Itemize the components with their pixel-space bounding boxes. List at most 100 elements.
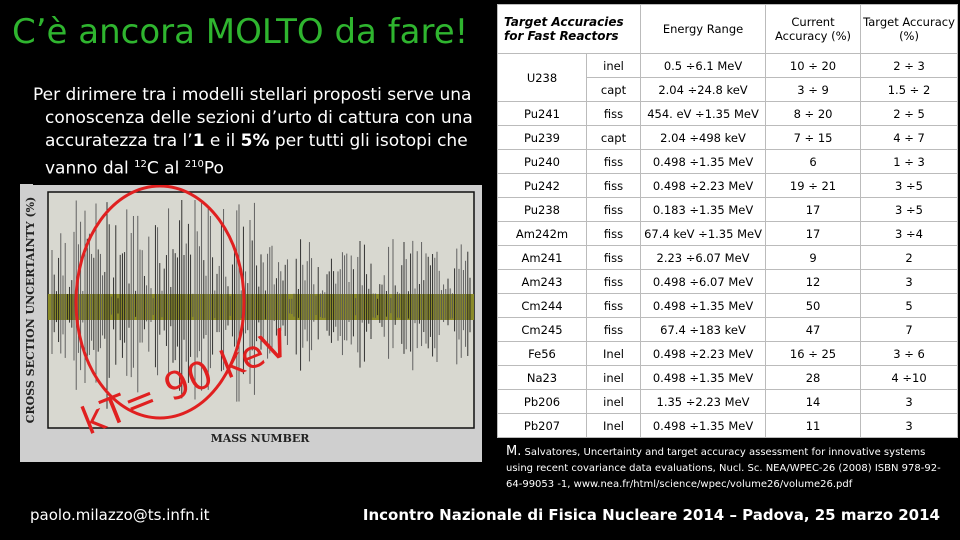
table-cell: inel bbox=[585, 389, 642, 414]
plot-image: CROSS SECTION UNCERTAINTY (%) MASS NUMBE… bbox=[20, 184, 482, 462]
table-cell: 17 bbox=[765, 221, 862, 246]
table-cell: 47 bbox=[765, 317, 862, 342]
bars bbox=[51, 199, 471, 409]
text: per tutti gli isotopi che vanno dal bbox=[45, 131, 468, 179]
table-cell: inel bbox=[585, 365, 642, 390]
table-cell: 67.4 keV ÷1.35 MeV bbox=[640, 221, 767, 246]
table-cell: 0.498 ÷2.23 MeV bbox=[640, 341, 767, 366]
table-cell: 2.04 ÷24.8 keV bbox=[640, 77, 767, 102]
table-cell: 3 bbox=[860, 269, 959, 294]
table: Target Accuracies for Fast Reactors Energ… bbox=[496, 4, 959, 438]
table-cell: fiss bbox=[585, 317, 642, 342]
table-cell: 2 ÷ 3 bbox=[860, 53, 959, 78]
table-cell: Pb206 bbox=[497, 389, 587, 414]
table-cell: 12 bbox=[765, 269, 862, 294]
table-cell: capt bbox=[585, 77, 642, 102]
table-cell: fiss bbox=[585, 221, 642, 246]
table-cell: 16 ÷ 25 bbox=[765, 341, 862, 366]
text: Po bbox=[203, 158, 224, 179]
table-cell: Am242m bbox=[497, 221, 587, 246]
table-cell: fiss bbox=[585, 149, 642, 174]
table-cell: 0.498 ÷1.35 MeV bbox=[640, 365, 767, 390]
table-cell: Target Accuracies for Fast Reactors bbox=[496, 4, 642, 54]
table-cell: 4 ÷ 7 bbox=[860, 125, 959, 150]
text: Per dirimere tra i modelli stellari prop… bbox=[33, 85, 473, 151]
table-cell: 14 bbox=[765, 389, 862, 414]
table-cell: Pu238 bbox=[497, 197, 587, 222]
table-row: Pb206 inel 1.35 ÷2.23 MeV 14 3 bbox=[497, 389, 959, 414]
text: 5% bbox=[240, 131, 270, 151]
table-cell: 0.5 ÷6.1 MeV bbox=[640, 53, 767, 78]
text: Salvatores, bbox=[524, 447, 581, 458]
table-cell: 8 ÷ 20 bbox=[765, 101, 862, 126]
table-row: Am242m fiss 67.4 keV ÷1.35 MeV 17 3 ÷4 bbox=[497, 221, 959, 246]
table-cell: 67.4 ÷183 keV bbox=[640, 317, 767, 342]
table-row: U238 inel 0.5 ÷6.1 MeV 10 ÷ 20 2 ÷ 3 bbox=[497, 53, 959, 102]
table-cell: Current Accuracy (%) bbox=[765, 4, 862, 54]
table-cell: capt bbox=[585, 125, 642, 150]
paragraph: Per dirimere tra i modelli stellari prop… bbox=[33, 84, 483, 185]
table-cell: 4 ÷10 bbox=[860, 365, 959, 390]
table-cell: 11 bbox=[765, 413, 862, 438]
table-cell: 0.498 ÷1.35 MeV bbox=[640, 293, 767, 318]
table-cell: 3 bbox=[860, 389, 959, 414]
table-cell: Target Accuracy (%) bbox=[860, 4, 959, 54]
table-cell: 7 bbox=[860, 317, 959, 342]
table-row: Cm244 fiss 0.498 ÷1.35 MeV 50 5 bbox=[497, 293, 959, 318]
footer-event: Incontro Nazionale di Fisica Nucleare 20… bbox=[362, 506, 940, 524]
table-cell: 2.04 ÷498 keV bbox=[640, 125, 767, 150]
table-cell: 0.498 ÷1.35 MeV bbox=[640, 413, 767, 438]
table-cell: 19 ÷ 21 bbox=[765, 173, 862, 198]
table-cell: 7 ÷ 15 bbox=[765, 125, 862, 150]
table-row: Am241 fiss 2.23 ÷6.07 MeV 9 2 bbox=[497, 245, 959, 270]
table-cell: 3 bbox=[860, 413, 959, 438]
table-row: Pu241 fiss 454. eV ÷1.35 MeV 8 ÷ 20 2 ÷ 5 bbox=[497, 101, 959, 126]
table-cell: 3 ÷5 bbox=[860, 197, 959, 222]
table-cell: 1.35 ÷2.23 MeV bbox=[640, 389, 767, 414]
text: Uncertainty and target accuracy assessme… bbox=[506, 447, 941, 490]
table-row: Pu242 fiss 0.498 ÷2.23 MeV 19 ÷ 21 3 ÷5 bbox=[497, 173, 959, 198]
table-cell: 6 bbox=[765, 149, 862, 174]
table-cell: 3 ÷ 9 bbox=[765, 77, 862, 102]
table-row: Pu238 fiss 0.183 ÷1.35 MeV 17 3 ÷5 bbox=[497, 197, 959, 222]
table-cell: Pu240 bbox=[497, 149, 587, 174]
table-cell: Pu242 bbox=[497, 173, 587, 198]
table-cell: 3 ÷5 bbox=[860, 173, 959, 198]
x-label: MASS NUMBER bbox=[211, 432, 311, 445]
table-cell: 2.23 ÷6.07 MeV bbox=[640, 245, 767, 270]
table-cell: Pu239 bbox=[497, 125, 587, 150]
table-cell: Energy Range bbox=[640, 4, 767, 54]
table-cell: Na23 bbox=[497, 365, 587, 390]
table-cell: fiss bbox=[585, 173, 642, 198]
table-cell: 9 bbox=[765, 245, 862, 270]
highlight-ellipse bbox=[74, 184, 246, 420]
table-cell: 3 ÷ 6 bbox=[860, 341, 959, 366]
table-row: Na23 inel 0.498 ÷1.35 MeV 28 4 ÷10 bbox=[497, 365, 959, 390]
slide-title: C’è ancora MOLTO da fare! bbox=[12, 12, 469, 52]
table-cell: 17 bbox=[765, 197, 862, 222]
text: C al bbox=[146, 158, 185, 179]
table-cell: Inel bbox=[585, 341, 642, 366]
table-cell: U238 bbox=[497, 53, 587, 102]
table-cell: 0.498 ÷6.07 MeV bbox=[640, 269, 767, 294]
table-cell: 1 ÷ 3 bbox=[860, 149, 959, 174]
table-row: Pu240 fiss 0.498 ÷1.35 MeV 6 1 ÷ 3 bbox=[497, 149, 959, 174]
table-cell: inel bbox=[585, 53, 642, 78]
table-cell: fiss bbox=[585, 245, 642, 270]
table-cell: 10 ÷ 20 bbox=[765, 53, 862, 78]
table-cell: Cm245 bbox=[497, 317, 587, 342]
table-cell: 5 bbox=[860, 293, 959, 318]
table-row: Fe56 Inel 0.498 ÷2.23 MeV 16 ÷ 25 3 ÷ 6 bbox=[497, 341, 959, 366]
table-cell: Cm244 bbox=[497, 293, 587, 318]
table-cell: 2 bbox=[860, 245, 959, 270]
table-cell: 1.5 ÷ 2 bbox=[860, 77, 959, 102]
table-cell: Pu241 bbox=[497, 101, 587, 126]
text: e il bbox=[204, 131, 241, 151]
citation: M. Salvatores, Uncertainty and target ac… bbox=[506, 444, 946, 493]
table-cell: Inel bbox=[585, 413, 642, 438]
table-cell: 2 ÷ 5 bbox=[860, 101, 959, 126]
table-cell: fiss bbox=[585, 197, 642, 222]
table-cell: fiss bbox=[585, 293, 642, 318]
table-cell: 454. eV ÷1.35 MeV bbox=[640, 101, 767, 126]
